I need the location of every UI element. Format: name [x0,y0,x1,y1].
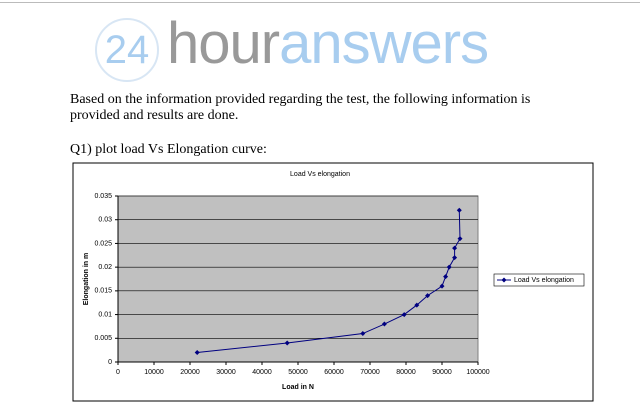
x-tick-label: 10000 [144,369,164,376]
logo-number: 24 [95,18,159,82]
question: Q1) plot load Vs Elongation curve: [70,142,267,157]
plot-area [117,195,479,363]
chart-title: Load Vs elongation [290,171,350,178]
data-point [439,283,445,289]
logo-part2: answers [279,11,489,76]
data-point [401,312,407,318]
y-tick-label: 0.015 [94,288,112,295]
y-tick-label: 0.03 [98,217,112,224]
x-tick-label: 70000 [360,369,380,376]
data-point [456,207,462,213]
x-tick-label: 50000 [288,369,308,376]
logo-part1: hour [167,11,280,76]
x-tick-label: 0 [116,369,120,376]
y-tick-label: 0.025 [94,240,112,247]
legend-label: Load Vs elongation [514,277,574,284]
y-tick-label: 0.01 [98,311,112,318]
x-tick-label: 80000 [396,369,416,376]
y-axis-label: Elongation in m [83,253,90,306]
y-tick-label: 0.005 [94,335,112,342]
legend-marker [501,277,507,283]
data-point [452,245,458,251]
x-tick-label: 60000 [324,369,344,376]
data-point [360,331,366,337]
data-point [425,293,431,299]
data-point [381,321,387,327]
data-point [194,350,200,356]
paragraph: Based on the information provided regard… [70,92,531,123]
data-point [457,236,463,242]
x-tick-label: 100000 [466,369,489,376]
x-tick-label: 90000 [432,369,452,376]
logo-word: houranswers [167,10,489,77]
y-tick-label: 0.02 [98,264,112,271]
top-rule [0,2,640,3]
x-tick-label: 30000 [216,369,236,376]
y-tick-label: 0.035 [94,193,112,200]
y-tick-label: 0 [108,359,112,366]
data-point [452,255,458,261]
legend-box [493,273,585,287]
x-tick-label: 40000 [252,369,272,376]
x-axis-label: Load in N [282,384,314,391]
x-tick-label: 20000 [180,369,200,376]
logo: 24 houranswers [95,10,555,82]
data-point [414,302,420,308]
data-point [284,340,290,346]
data-point [443,274,449,280]
data-point [446,264,452,270]
